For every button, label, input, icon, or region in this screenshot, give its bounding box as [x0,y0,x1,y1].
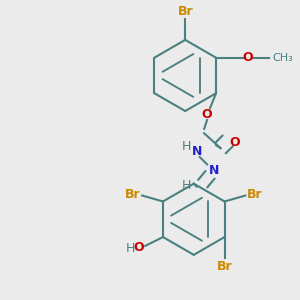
Text: CH₃: CH₃ [272,53,293,63]
Text: Br: Br [125,188,141,201]
Text: Br: Br [247,188,262,201]
Text: H: H [125,242,135,255]
Text: O: O [133,241,144,254]
Text: O: O [202,107,212,121]
Text: Br: Br [217,260,233,273]
Text: O: O [243,51,253,64]
Text: H: H [182,140,191,153]
Text: Br: Br [177,4,193,18]
Text: O: O [230,136,240,149]
Text: H: H [182,179,191,192]
Text: N: N [209,164,220,177]
Text: N: N [192,145,202,158]
